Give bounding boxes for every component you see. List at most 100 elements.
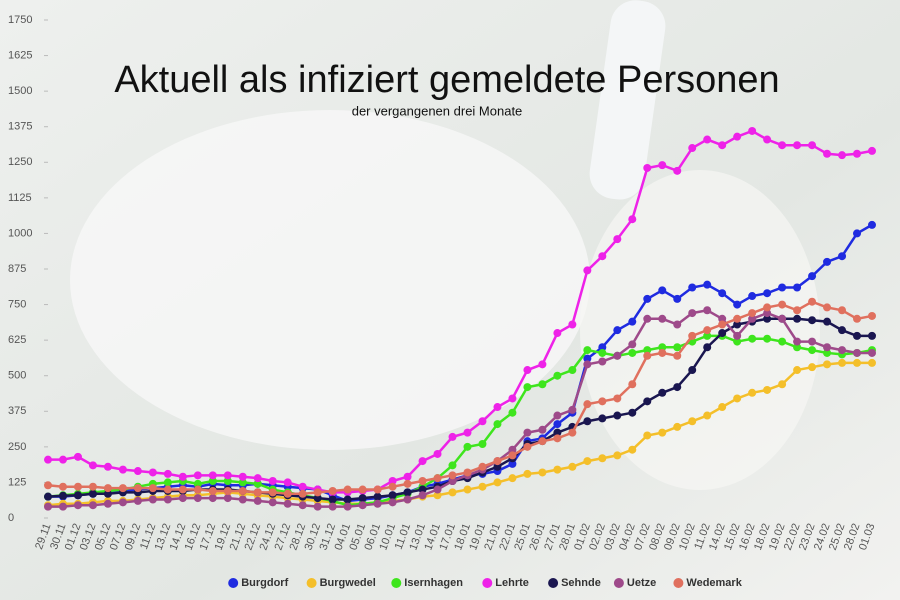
- data-point: [733, 300, 742, 309]
- data-point: [403, 472, 412, 481]
- data-point: [778, 141, 787, 150]
- data-point: [778, 283, 787, 292]
- legend-marker: [613, 578, 624, 588]
- data-point: [643, 431, 652, 440]
- y-tick-label: 1250: [8, 156, 32, 168]
- data-point: [628, 340, 637, 349]
- data-point: [838, 252, 847, 261]
- data-point: [598, 397, 607, 406]
- data-point: [508, 394, 517, 403]
- data-point: [793, 337, 802, 346]
- data-point: [838, 151, 847, 160]
- data-point: [103, 462, 112, 471]
- data-point: [703, 343, 712, 352]
- data-point: [748, 126, 757, 135]
- data-point: [523, 442, 532, 451]
- legend-item: Lehrte: [482, 577, 529, 589]
- data-point: [643, 163, 652, 172]
- data-point: [208, 486, 217, 495]
- legend-item: Burgwedel: [306, 577, 376, 589]
- y-tick-label: 250: [8, 441, 26, 453]
- data-point: [508, 451, 517, 460]
- data-point: [673, 351, 682, 360]
- data-point: [658, 286, 667, 295]
- data-point: [598, 357, 607, 366]
- data-point: [658, 388, 667, 397]
- background-shape: [589, 0, 666, 200]
- data-point: [763, 303, 772, 312]
- data-point: [733, 132, 742, 141]
- data-point: [268, 498, 277, 507]
- data-point: [44, 492, 52, 501]
- data-point: [148, 468, 157, 477]
- data-point: [58, 455, 67, 464]
- data-point: [208, 471, 217, 480]
- data-point: [628, 348, 637, 357]
- legend-marker: [306, 578, 317, 588]
- data-point: [433, 449, 442, 458]
- data-point: [583, 354, 592, 363]
- data-point: [433, 491, 442, 500]
- data-point: [613, 326, 622, 335]
- data-point: [223, 486, 232, 495]
- data-point: [763, 334, 772, 343]
- chart-subtitle: der vergangenen drei Monate: [352, 103, 523, 118]
- data-point: [568, 320, 577, 329]
- data-point: [613, 451, 622, 460]
- legend-marker: [391, 578, 402, 588]
- data-point: [718, 403, 727, 412]
- data-point: [778, 380, 787, 389]
- data-point: [703, 280, 712, 289]
- data-point: [553, 420, 562, 429]
- data-point: [508, 445, 517, 454]
- legend-item: Isernhagen: [391, 577, 463, 589]
- data-point: [463, 442, 472, 451]
- data-point: [868, 331, 876, 340]
- data-point: [73, 452, 82, 461]
- data-point: [44, 502, 52, 511]
- data-point: [343, 502, 352, 511]
- legend-label: Burgdorf: [241, 577, 288, 589]
- data-point: [838, 346, 847, 355]
- data-point: [673, 294, 682, 303]
- data-point: [223, 471, 232, 480]
- data-point: [793, 306, 802, 315]
- data-point: [358, 494, 367, 503]
- data-point: [598, 348, 607, 357]
- legend-label: Burgwedel: [320, 577, 376, 589]
- data-point: [688, 283, 697, 292]
- data-point: [463, 485, 472, 494]
- data-point: [58, 491, 67, 500]
- data-point: [778, 314, 787, 323]
- data-point: [748, 314, 757, 323]
- y-tick-label: 1625: [8, 49, 32, 61]
- data-point: [703, 411, 712, 420]
- data-point: [208, 477, 217, 486]
- data-point: [373, 499, 382, 508]
- data-point: [163, 485, 172, 494]
- data-point: [733, 320, 742, 329]
- data-point: [238, 495, 247, 504]
- y-tick-label: 875: [8, 263, 26, 275]
- data-point: [673, 320, 682, 329]
- data-point: [373, 492, 382, 501]
- data-point: [283, 478, 292, 487]
- data-point: [148, 495, 157, 504]
- data-point: [538, 437, 547, 446]
- data-point: [238, 486, 247, 495]
- data-point: [448, 477, 457, 486]
- data-point: [823, 303, 832, 312]
- background-shape: [70, 110, 590, 450]
- data-point: [298, 489, 307, 498]
- data-point: [553, 329, 562, 338]
- data-point: [748, 388, 757, 397]
- data-point: [193, 494, 202, 503]
- data-point: [763, 385, 772, 394]
- data-point: [163, 469, 172, 478]
- legend-item: Wedemark: [673, 577, 743, 589]
- data-point: [88, 501, 97, 510]
- data-point: [133, 467, 142, 476]
- data-point: [313, 488, 322, 497]
- data-point: [328, 495, 337, 504]
- data-point: [793, 343, 802, 352]
